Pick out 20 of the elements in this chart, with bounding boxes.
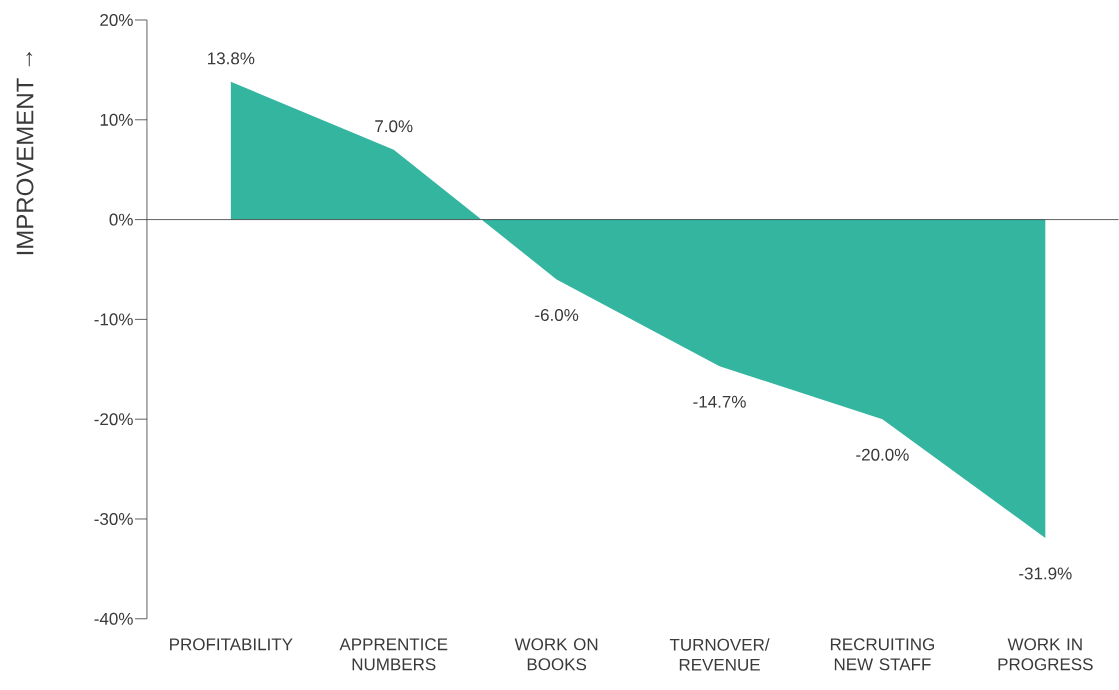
x-tick-label: WORK ON BOOKS — [514, 638, 598, 671]
y-tick-label: 0% — [109, 213, 133, 226]
y-tick-label: -10% — [94, 313, 133, 326]
y-axis-title: IMPROVEMENT → — [16, 52, 34, 255]
x-tick-label: TURNOVER/ REVENUE — [669, 638, 770, 671]
x-tick-label: APPRENTICE NUMBERS — [339, 638, 448, 671]
x-tick-label: WORK IN PROGRESS — [998, 638, 1093, 671]
data-label: -6.0% — [535, 309, 579, 322]
data-label: -20.0% — [856, 448, 909, 461]
y-tick-label: -20% — [94, 413, 133, 426]
y-tick-label: -30% — [94, 513, 133, 526]
data-label: -14.7% — [693, 395, 746, 408]
data-label: -31.9% — [1019, 567, 1072, 580]
x-tick-label: RECRUITING NEW STAFF — [830, 638, 935, 671]
y-tick-label: 10% — [100, 113, 133, 126]
x-tick-label: PROFITABILITY — [170, 638, 293, 651]
data-label: 13.8% — [208, 52, 255, 65]
y-tick-label: -40% — [94, 612, 133, 625]
y-tick-label: 20% — [100, 14, 133, 27]
data-label: 7.0% — [375, 120, 413, 133]
